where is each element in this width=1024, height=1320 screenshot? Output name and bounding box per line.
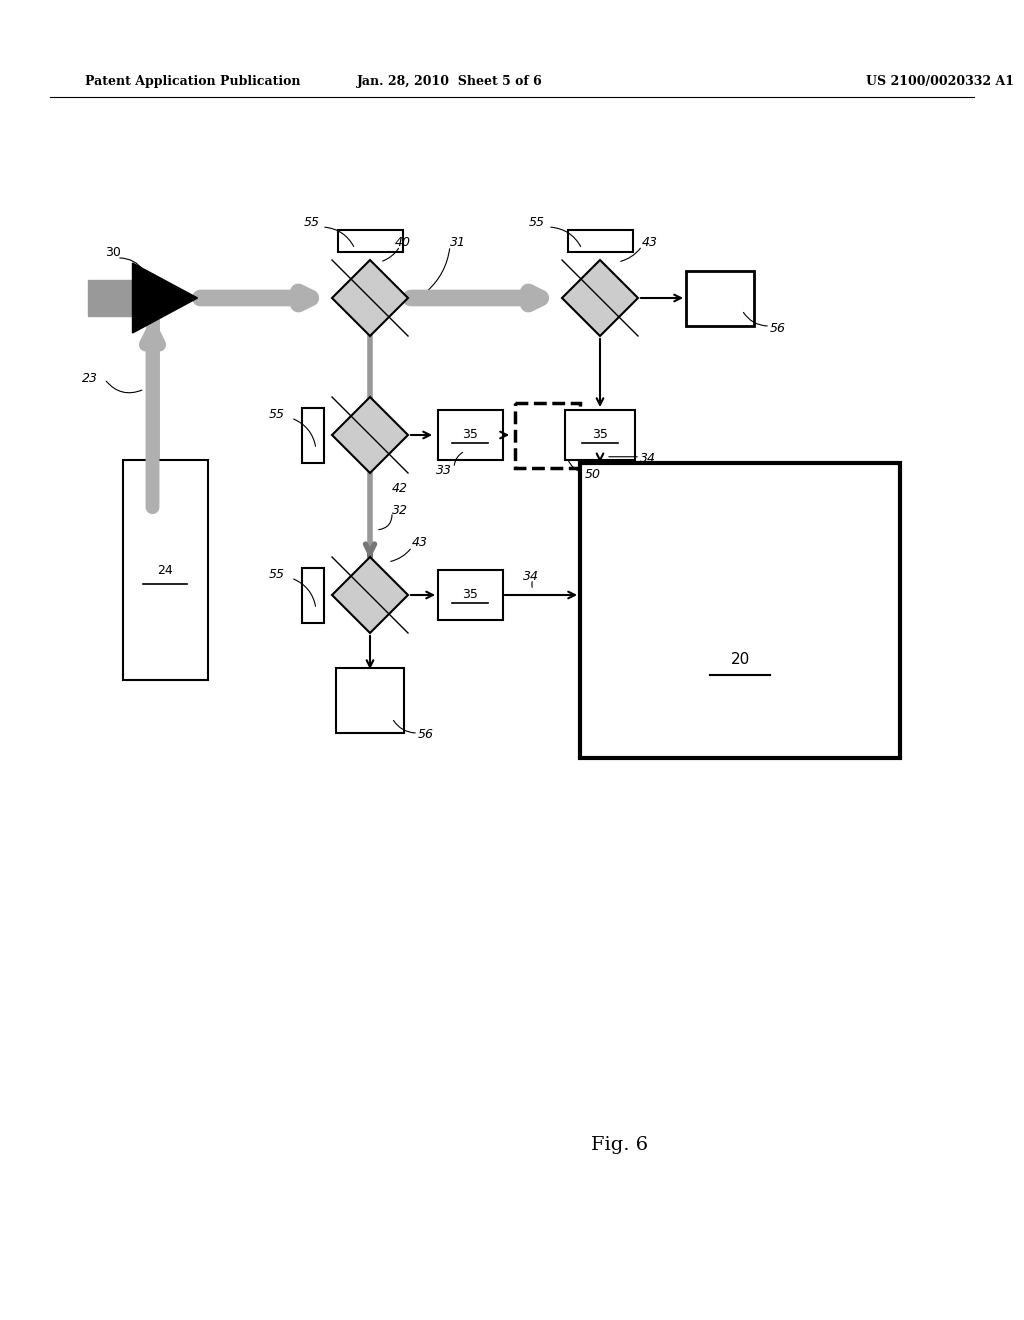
Polygon shape [332, 397, 408, 473]
Text: 56: 56 [770, 322, 786, 334]
Text: 55: 55 [269, 408, 285, 421]
Bar [580, 462, 900, 758]
Polygon shape [562, 260, 638, 337]
Text: 43: 43 [412, 536, 428, 549]
Text: 42: 42 [392, 483, 408, 495]
Text: 31: 31 [450, 235, 466, 248]
Polygon shape [332, 260, 408, 337]
Text: 33: 33 [436, 463, 452, 477]
Text: Patent Application Publication: Patent Application Publication [85, 75, 300, 88]
Bar [437, 411, 503, 459]
Text: 30: 30 [105, 247, 121, 260]
Text: Fig. 6: Fig. 6 [592, 1137, 648, 1154]
Bar [87, 280, 132, 315]
Text: 50: 50 [585, 469, 601, 482]
Text: 55: 55 [529, 216, 545, 230]
Text: US 2100/0020332 A1: US 2100/0020332 A1 [866, 75, 1014, 88]
Bar [514, 403, 580, 467]
Text: 24: 24 [157, 564, 173, 577]
Bar [567, 230, 633, 252]
Bar [437, 570, 503, 620]
Text: Jan. 28, 2010  Sheet 5 of 6: Jan. 28, 2010 Sheet 5 of 6 [357, 75, 543, 88]
Text: 35: 35 [592, 429, 608, 441]
Polygon shape [132, 263, 198, 333]
Text: 56: 56 [418, 729, 434, 742]
Bar [123, 459, 208, 680]
Polygon shape [332, 557, 408, 634]
Bar [302, 408, 324, 462]
Bar [338, 230, 402, 252]
Text: 35: 35 [462, 589, 478, 602]
Bar [336, 668, 404, 733]
Text: 35: 35 [462, 429, 478, 441]
Bar [302, 568, 324, 623]
Text: 20: 20 [730, 652, 750, 668]
Text: 23: 23 [82, 372, 97, 385]
Text: 55: 55 [304, 216, 319, 230]
Text: 34: 34 [640, 453, 656, 465]
Text: 55: 55 [269, 569, 285, 582]
Bar [686, 271, 754, 326]
Text: 32: 32 [392, 503, 408, 516]
Bar [565, 411, 635, 459]
Text: 43: 43 [642, 235, 658, 248]
Text: 34: 34 [523, 570, 539, 583]
Text: 40: 40 [395, 235, 411, 248]
